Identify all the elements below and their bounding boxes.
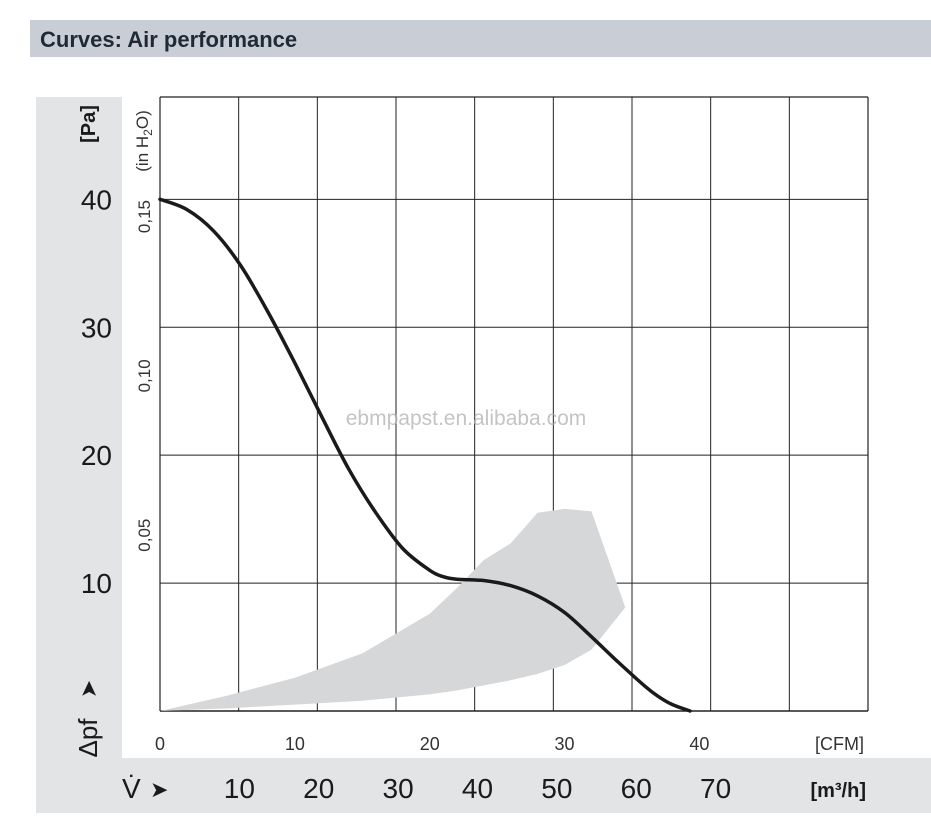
x-tick-label-m3h: 60 <box>621 773 652 804</box>
x-tick-label-m3h: 30 <box>383 773 414 804</box>
y-axis-arrow-icon: ➤ <box>76 680 101 698</box>
operating-range-area <box>160 508 626 711</box>
y-tick-label-inh2o: 0,05 <box>135 519 154 552</box>
x-axis-panel <box>36 758 931 813</box>
x-axis-label-flow: V̇ <box>122 773 141 804</box>
x-tick-label-cfm: 30 <box>555 734 575 754</box>
y-tick-label-pa: 20 <box>81 440 112 471</box>
x-tick-label-cfm: 0 <box>155 734 165 754</box>
y-tick-label-pa: 40 <box>81 184 112 215</box>
x-tick-label-m3h: 40 <box>462 773 493 804</box>
x-axis-unit-m3h: [m³/h] <box>810 780 866 802</box>
x-tick-label-cfm: 10 <box>285 734 305 754</box>
y-axis-panel <box>36 97 122 813</box>
watermark: ebmpapst.en.alibaba.com <box>346 407 587 430</box>
x-tick-label-m3h: 50 <box>541 773 572 804</box>
x-tick-label-m3h: 70 <box>700 773 731 804</box>
x-tick-label-m3h: 20 <box>303 773 334 804</box>
y-axis-label-dp: Δpf <box>73 718 103 758</box>
x-tick-label-cfm: 40 <box>689 734 709 754</box>
y-tick-label-pa: 10 <box>81 568 112 599</box>
page-title: Curves: Air performance <box>40 27 298 52</box>
y-tick-label-inh2o: 0,15 <box>135 200 154 233</box>
y-tick-label-pa: 30 <box>81 312 112 343</box>
x-tick-label-m3h: 10 <box>224 773 255 804</box>
x-axis-unit-cfm: [CFM] <box>815 734 864 754</box>
tick-labels: 10 20 30 40 0,05 0,10 0,15 0 10 20 30 40 10 20 30 40 50 6… <box>81 184 731 804</box>
x-axis-arrow-icon: ➤ <box>150 777 168 802</box>
y-axis-unit-pa: [Pa] <box>78 105 100 143</box>
header-bar: Curves: Air performance <box>30 20 931 57</box>
x-tick-label-cfm: 20 <box>420 734 440 754</box>
y-axis-label-inh2o: (in H2O) <box>133 110 155 171</box>
y-tick-label-inh2o: 0,10 <box>135 359 154 392</box>
air-performance-curve <box>158 197 692 713</box>
